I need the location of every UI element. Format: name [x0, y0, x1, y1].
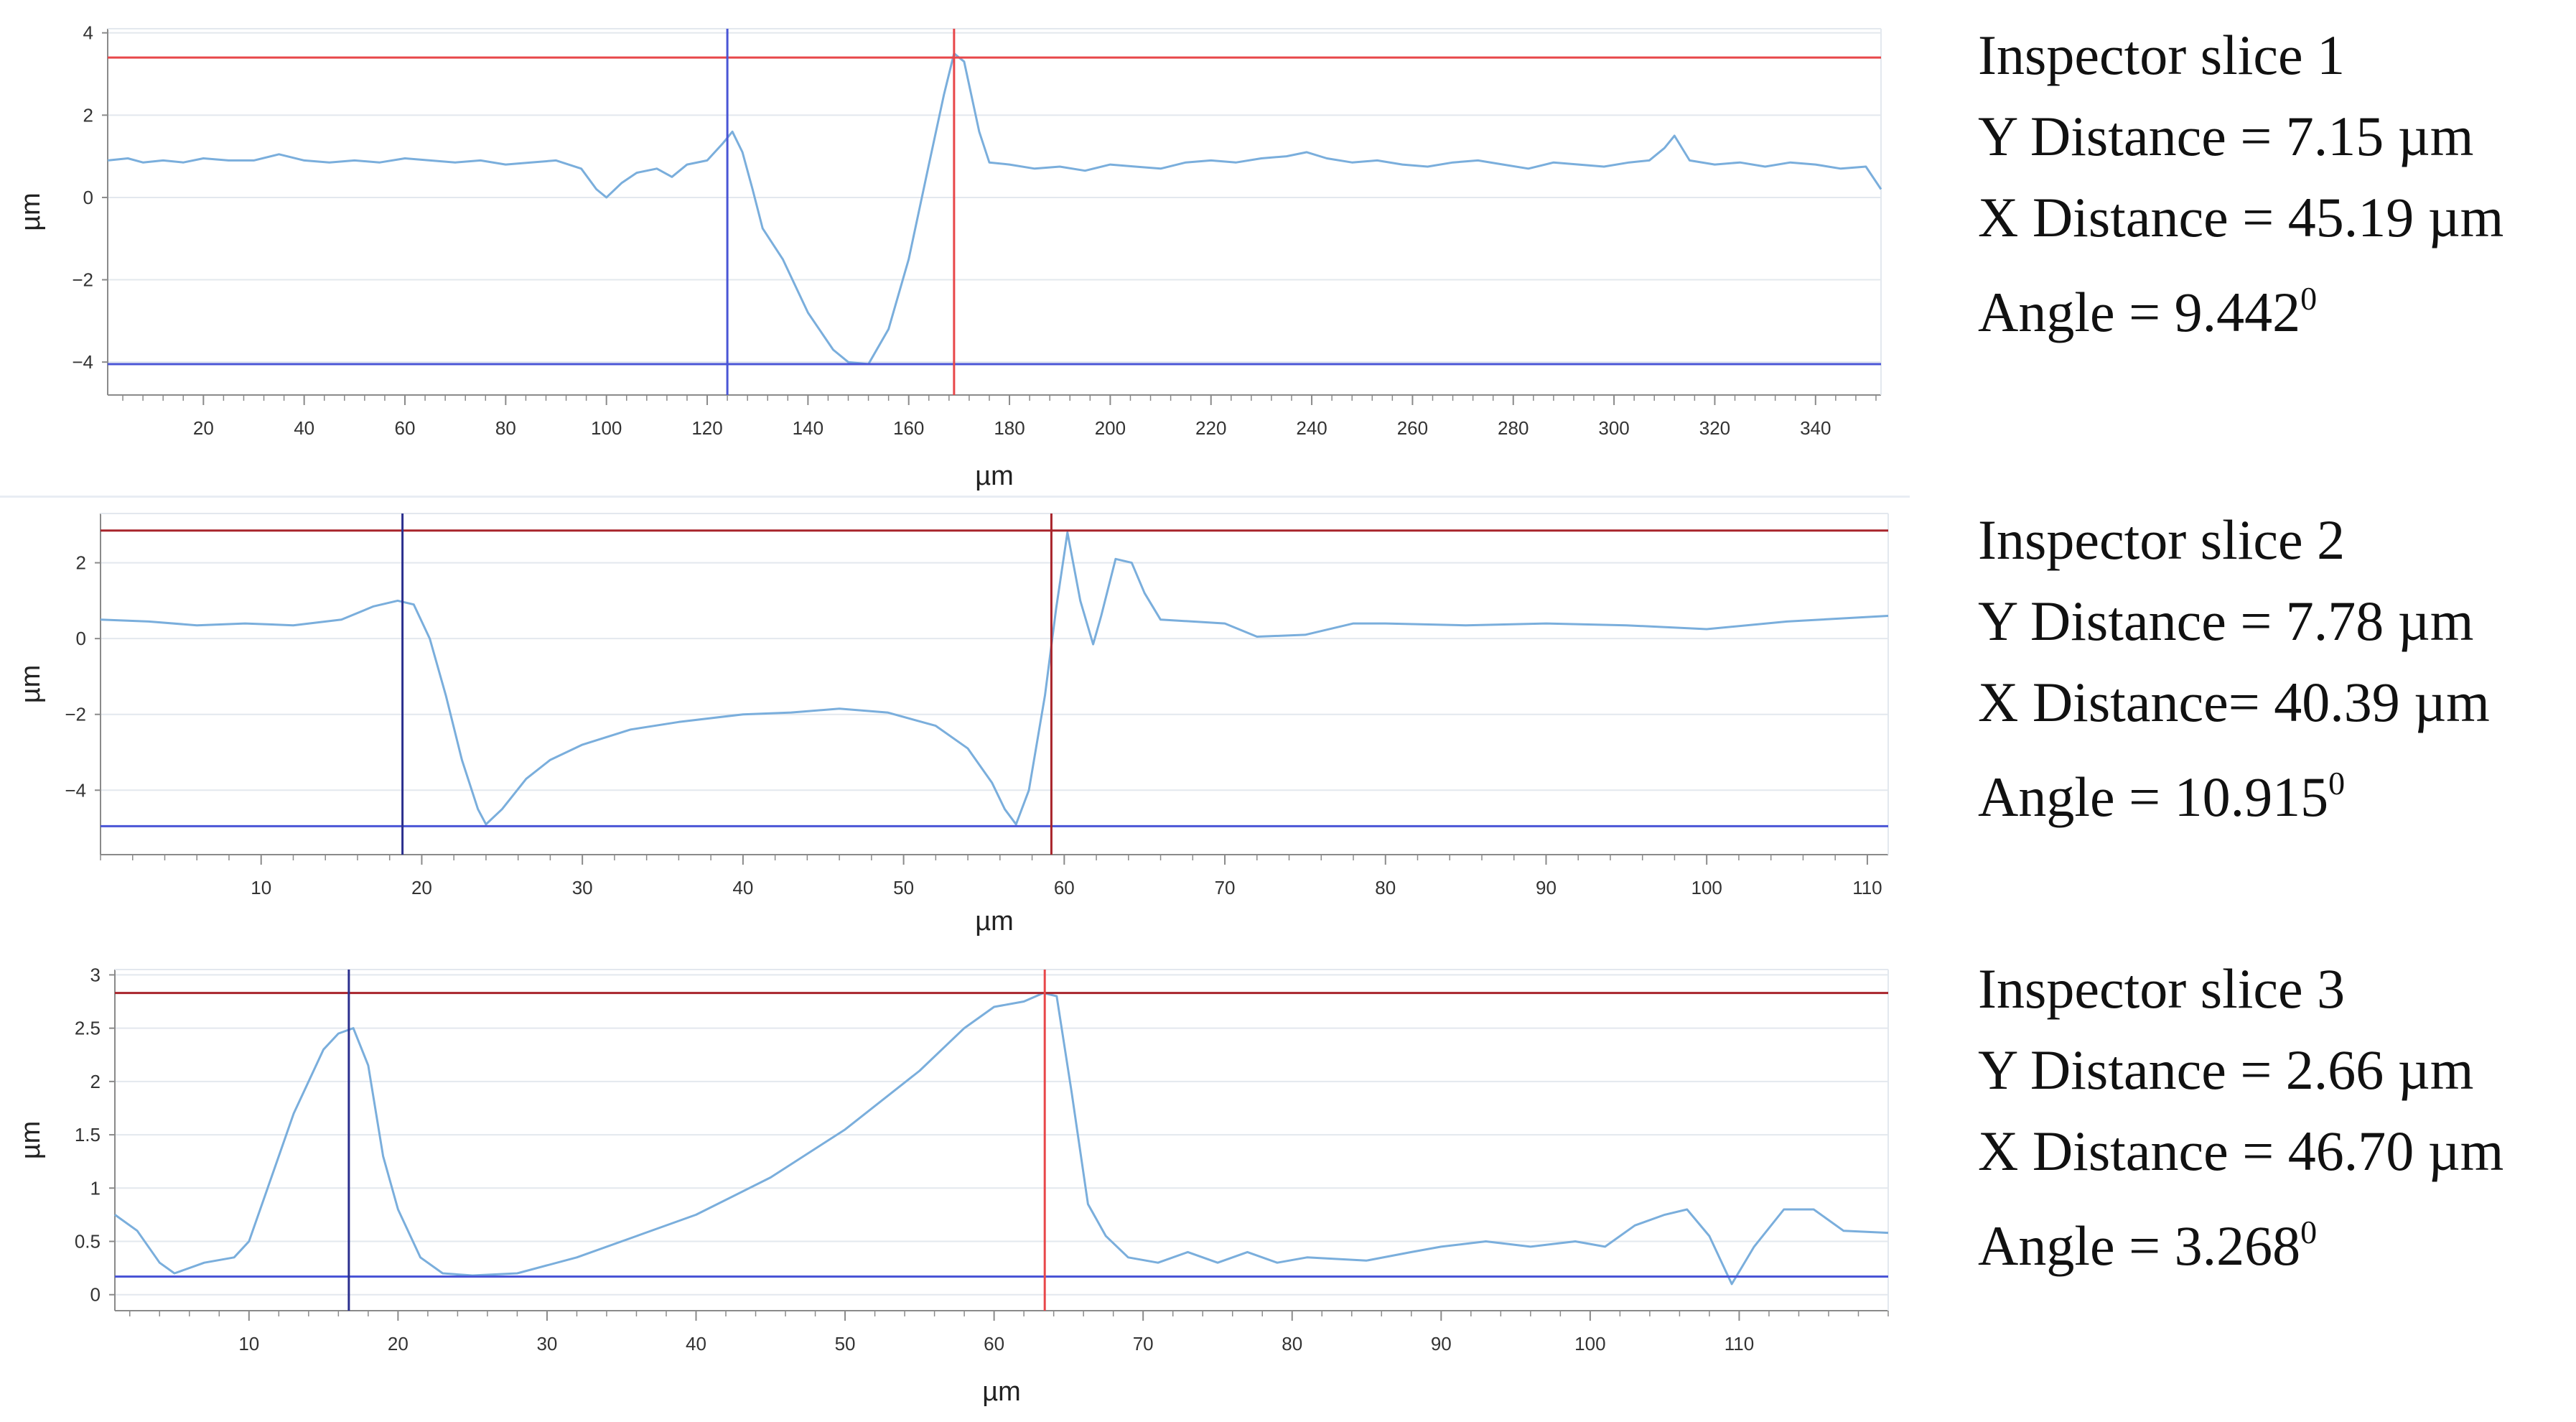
- y-tick-label: 2: [76, 552, 86, 574]
- y-tick-label: −2: [65, 704, 86, 725]
- y-tick-label: 0.5: [75, 1231, 101, 1253]
- degree-superscript: 0: [2328, 765, 2346, 801]
- x-tick-label: 160: [893, 417, 924, 439]
- slice-info-2: Inspector slice 2 Y Distance = 7.78 µm X…: [1978, 499, 2567, 837]
- x-distance: X Distance = 45.19 µm: [1978, 186, 2504, 248]
- x-tick-label: 100: [591, 417, 622, 439]
- x-tick-label: 320: [1699, 417, 1730, 439]
- profile-series-line: [100, 531, 1889, 826]
- y-tick-label: 4: [83, 22, 93, 44]
- x-tick-label: 110: [1725, 1333, 1754, 1354]
- y-distance: Y Distance = 7.78 µm: [1978, 590, 2474, 652]
- x-tick-label: 180: [994, 417, 1025, 439]
- y-distance: Y Distance = 7.15 µm: [1978, 105, 2474, 167]
- x-tick-label: 40: [732, 877, 753, 898]
- x-distance: X Distance= 40.39 µm: [1978, 671, 2490, 733]
- x-tick-label: 50: [835, 1333, 856, 1354]
- chart-separator: [0, 496, 1910, 498]
- x-axis-title: µm: [975, 906, 1014, 937]
- slice-info-1: Inspector slice 1 Y Distance = 7.15 µm X…: [1978, 14, 2567, 353]
- profile-series-line: [107, 52, 1882, 366]
- x-tick-label: 80: [1282, 1333, 1302, 1354]
- x-tick-label: 20: [193, 417, 214, 439]
- x-tick-label: 80: [495, 417, 516, 439]
- x-tick-label: 70: [1215, 877, 1236, 898]
- angle-value: Angle = 10.9150: [1978, 743, 2567, 837]
- y-axis-title: µm: [16, 192, 46, 231]
- y-tick-label: 2: [83, 104, 93, 126]
- x-tick-label: 140: [793, 417, 823, 439]
- x-axis-title: µm: [982, 1377, 1021, 1407]
- x-distance: X Distance = 46.70 µm: [1978, 1120, 2504, 1182]
- profile-chart-slice-1: 420−2−420 40 60 80 100 120 140 160 180 200 220 240 2…: [16, 22, 1882, 491]
- degree-superscript: 0: [2300, 280, 2318, 317]
- x-tick-label: 280: [1498, 417, 1529, 439]
- x-tick-label: 20: [411, 877, 432, 898]
- x-tick-label: 10: [238, 1333, 259, 1354]
- y-tick-label: 0: [90, 1284, 101, 1306]
- slice-info-3: Inspector slice 3 Y Distance = 2.66 µm X…: [1978, 948, 2567, 1286]
- y-tick-label: 3: [90, 964, 101, 985]
- angle-value: Angle = 3.2680: [1978, 1191, 2567, 1286]
- plot-area: [101, 514, 1888, 855]
- x-tick-label: 10: [251, 877, 271, 898]
- y-tick-label: 2.5: [75, 1018, 101, 1039]
- x-tick-label: 90: [1431, 1333, 1452, 1354]
- x-tick-label: 50: [893, 877, 914, 898]
- y-tick-label: −4: [72, 351, 93, 373]
- y-tick-label: −4: [65, 779, 86, 801]
- x-tick-label: 260: [1397, 417, 1428, 439]
- y-tick-label: 0: [76, 628, 86, 649]
- x-tick-label: 60: [1054, 877, 1075, 898]
- degree-superscript: 0: [2300, 1214, 2318, 1250]
- y-axis-title: µm: [16, 665, 46, 704]
- x-tick-label: 20: [388, 1333, 409, 1354]
- x-axis-title: µm: [975, 461, 1014, 491]
- x-tick-label: 30: [572, 877, 593, 898]
- y-tick-label: 0: [83, 187, 93, 208]
- angle-text: Angle = 3.268: [1978, 1214, 2301, 1277]
- x-tick-label: 100: [1691, 877, 1722, 898]
- x-tick-label: 120: [691, 417, 722, 439]
- profile-chart-slice-3: 3 2.5 2 1.5 1 0.5 0 10 20 30 40 50 60 70 80 90 100 110 µm µ…: [16, 964, 1889, 1407]
- y-tick-label: 2: [90, 1071, 101, 1092]
- x-tick-label: 110: [1852, 877, 1882, 898]
- y-tick-label: −2: [72, 269, 93, 291]
- x-tick-label: 40: [294, 417, 314, 439]
- y-axis-title: µm: [16, 1121, 46, 1160]
- x-tick-label: 220: [1195, 417, 1226, 439]
- x-tick-label: 60: [984, 1333, 1004, 1354]
- x-tick-label: 300: [1598, 417, 1629, 439]
- y-tick-label: 1: [90, 1177, 101, 1199]
- slice-title: Inspector slice 3: [1978, 957, 2346, 1020]
- x-tick-label: 100: [1574, 1333, 1605, 1354]
- plot-area: [115, 970, 1888, 1311]
- y-distance: Y Distance = 2.66 µm: [1978, 1038, 2474, 1101]
- angle-text: Angle = 10.915: [1978, 766, 2329, 828]
- slice-title: Inspector slice 1: [1978, 24, 2346, 86]
- x-tick-label: 70: [1133, 1333, 1154, 1354]
- x-tick-label: 40: [686, 1333, 706, 1354]
- x-tick-label: 340: [1800, 417, 1831, 439]
- slice-title: Inspector slice 2: [1978, 508, 2346, 571]
- x-tick-label: 240: [1296, 417, 1327, 439]
- plot-area: [108, 29, 1881, 395]
- x-tick-label: 80: [1375, 877, 1396, 898]
- angle-value: Angle = 9.4420: [1978, 258, 2567, 353]
- x-tick-label: 60: [395, 417, 416, 439]
- x-tick-label: 30: [536, 1333, 557, 1354]
- x-tick-label: 90: [1536, 877, 1557, 898]
- angle-text: Angle = 9.442: [1978, 281, 2301, 343]
- x-tick-label: 200: [1095, 417, 1126, 439]
- y-tick-label: 1.5: [75, 1124, 101, 1146]
